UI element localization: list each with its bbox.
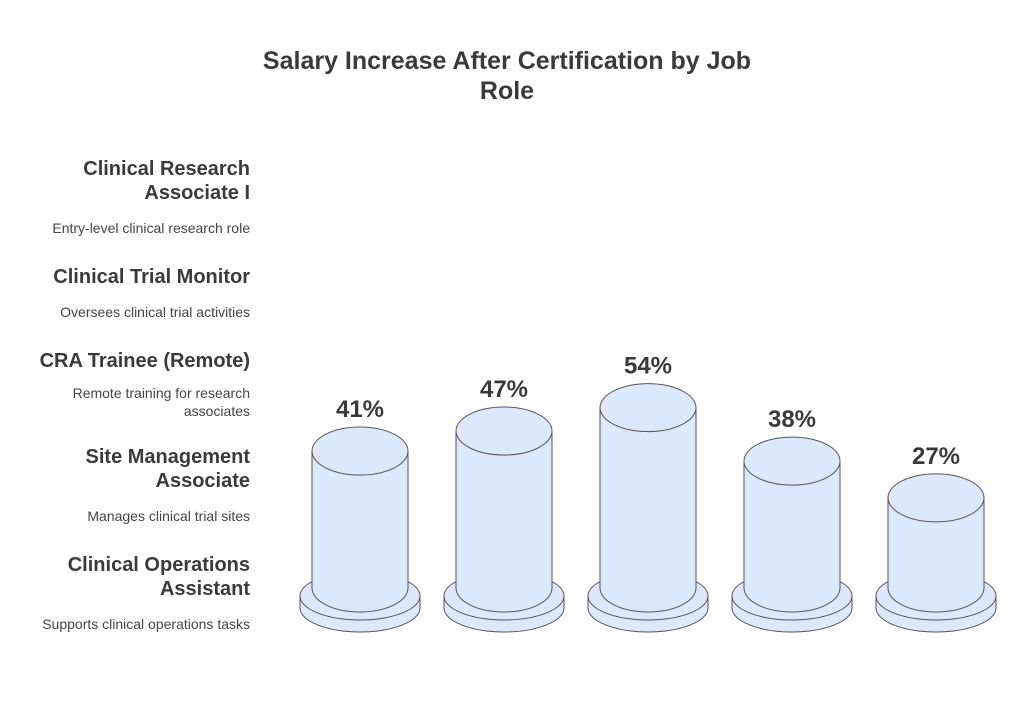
cylinder-bar-2: 54% xyxy=(587,353,709,633)
value-label-0: 41% xyxy=(336,396,384,423)
value-label-2: 54% xyxy=(624,353,672,380)
cylinder-top-4 xyxy=(887,473,985,523)
cylinder-top-1 xyxy=(455,406,553,456)
cylinder-body-1 xyxy=(455,430,553,613)
value-label-4: 27% xyxy=(912,443,960,470)
category-label-2: CRA Trainee (Remote) xyxy=(39,350,250,372)
category-description-0: Entry-level clinical research role xyxy=(52,220,250,236)
cylinder-body-2 xyxy=(599,407,697,613)
cylinder-bar-3: 38% xyxy=(731,406,853,633)
cylinder-bar-1: 47% xyxy=(443,376,565,633)
category-label-3: Site Management Associate xyxy=(85,446,250,492)
category-description-4: Supports clinical operations tasks xyxy=(42,616,250,632)
cylinder-body-4 xyxy=(887,497,985,613)
cylinder-body-0 xyxy=(311,450,409,613)
category-label-4: Clinical Operations Assistant xyxy=(67,554,250,600)
category-label-1: Clinical Trial Monitor xyxy=(53,266,250,288)
cylinder-bar-0: 41% xyxy=(299,396,421,633)
cylinder-top-0 xyxy=(311,426,409,476)
category-description-2: Remote training for research associates xyxy=(72,385,250,419)
value-label-3: 38% xyxy=(768,406,816,433)
chart-title: Salary Increase After Certification by J… xyxy=(262,47,752,105)
cylinder-top-2 xyxy=(599,383,697,433)
category-description-1: Oversees clinical trial activities xyxy=(60,304,250,320)
cylinder-body-3 xyxy=(743,460,841,613)
category-label-0: Clinical Research Associate I xyxy=(83,158,250,204)
cylinder-bar-4: 27% xyxy=(875,443,997,633)
value-label-1: 47% xyxy=(480,376,528,403)
cylinder-top-3 xyxy=(743,436,841,486)
category-description-3: Manages clinical trial sites xyxy=(87,508,250,524)
